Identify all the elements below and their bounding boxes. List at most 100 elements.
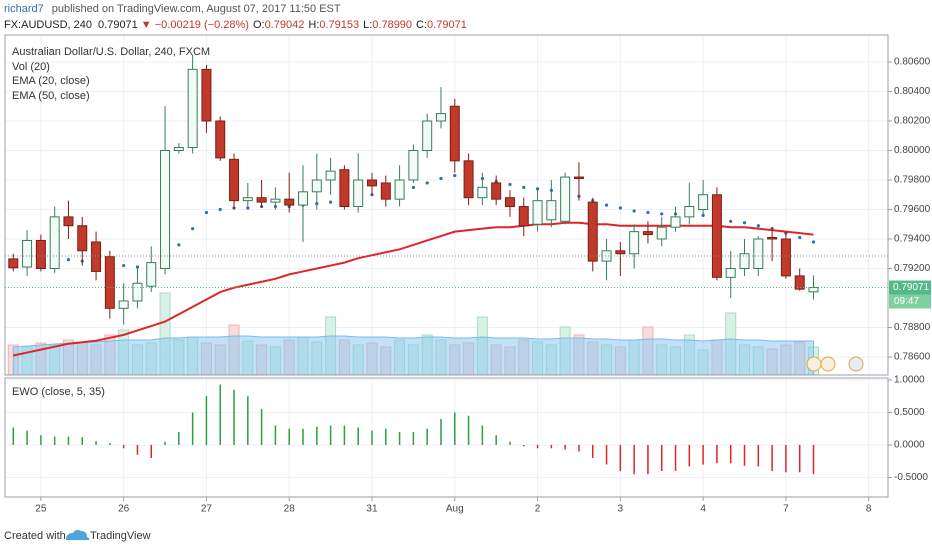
countdown-box [889,294,931,309]
candle-body [63,216,74,227]
candle-body [311,179,322,193]
candle-body [670,216,681,228]
countdown-label: 09:47 [894,296,919,307]
candle-body [587,201,598,262]
footer-text: Created with [4,530,66,542]
candle-body [408,149,419,181]
legend-entry[interactable]: EMA (50, close) [12,90,90,102]
candle-body [435,113,446,122]
candle-body [794,275,805,290]
ema-dot [329,200,333,204]
y-tick-label: 1.0000 [894,375,925,386]
candle-body [229,158,240,202]
ema-dot [66,258,71,262]
candle-body [629,231,640,255]
header-line-1: richard7 published on TradingView.com, Au… [4,3,341,15]
x-tick-label: 2 [535,504,541,515]
candle-body [560,176,571,222]
volume-ma-area [12,335,814,376]
ohlc-value: 0.79042 [265,19,305,31]
ema-dot [191,227,195,231]
candle-body [77,225,88,252]
ema-dot [701,213,705,217]
legend-entry[interactable]: EMA (20, close) [12,75,90,87]
candle-body [656,226,667,240]
candle-body [753,238,764,270]
candle-body [422,120,433,151]
y-tick-label: 0.80000 [894,145,931,156]
ohlc-label: C: [416,19,427,31]
legend-entry[interactable]: Vol (20) [12,61,50,73]
candle-body [160,149,171,270]
candle-body [242,197,253,202]
ema-dot [618,206,622,210]
candle-body [518,206,529,227]
candle-body [270,198,281,203]
y-tick-label: 0.80600 [894,57,931,68]
candle-body [256,197,267,203]
candle-body [132,282,143,302]
plot-layer: 0.80600 0.80400 0.80200 0.80000 0.79800 0.796… [5,35,931,515]
main-pane-frame [4,34,889,376]
ewo-pane-frame [4,377,889,498]
x-tick-label: 4 [700,504,706,515]
footer-brand[interactable]: TradingView [90,530,151,542]
y-tick-label: 0.80200 [894,116,931,127]
candle-body [22,239,33,268]
x-tick-label: 28 [284,504,296,515]
candle-body [118,300,129,309]
ohlc-label: H: [308,19,319,31]
candle-body [463,160,474,199]
ema-dot [246,206,250,210]
ema-dot [632,209,636,213]
ema-dot [756,224,760,228]
event-icon[interactable] [820,356,836,372]
ema-dot [508,182,512,187]
y-tick-label: 0.79600 [894,204,931,215]
candle-body [298,191,309,206]
event-icon[interactable] [806,356,822,372]
event-icon[interactable] [848,356,864,372]
candle-body [8,258,19,269]
candle-body [477,186,488,199]
last-price-label: 0.79071 [893,282,930,293]
candle-body [532,200,543,225]
y-tick-label: 0.78600 [894,352,931,363]
candle-body [711,194,722,278]
candle-body [491,182,502,200]
header-line-2: FX:AUDUSD, 240 0.79071 ▼ −0.00219 (−0.28%)… [4,19,467,31]
y-tick-label: -0.5000 [894,472,928,483]
candle-body [573,176,584,180]
event-icons [806,356,864,372]
change: ▼ −0.00219 (−0.28%) [141,19,249,31]
last-price: 0.79071 [98,19,138,31]
ewo-title: EWO (close, 5, 35) [12,386,105,398]
ema-dot [522,185,526,189]
author[interactable]: richard7 [4,3,44,15]
candle-body [449,105,460,162]
ema-dot [439,176,443,181]
candle-body [35,239,46,270]
ema-dot [411,185,415,189]
y-tick-label: 0.80400 [894,86,931,97]
ema-dot [453,173,457,178]
ema-dot [742,221,747,225]
candle-body [725,268,736,278]
candle-body [767,237,778,240]
candle-body [698,194,709,210]
candle-body [380,182,391,200]
candle-body [808,287,819,293]
candle-body [546,200,557,221]
ema-dot [218,207,222,212]
candle-body [215,120,226,159]
y-tick-label: 0.5000 [894,407,925,418]
ohlc-value: 0.79071 [427,19,467,31]
symbol: FX:AUDUSD, 240 [4,19,92,31]
candle-body [187,68,198,149]
ema-dot [204,210,209,215]
candle-body [601,250,612,262]
x-tick-label: 8 [866,504,872,515]
ohlc-value: 0.79153 [319,19,359,31]
